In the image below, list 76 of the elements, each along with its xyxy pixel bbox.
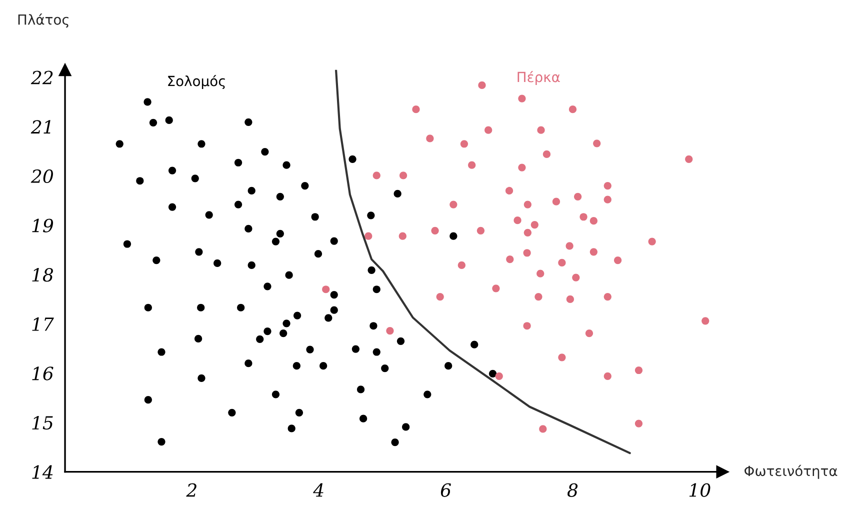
point — [572, 274, 580, 282]
point — [506, 255, 514, 264]
point — [468, 161, 476, 169]
x-tick-label: 10 — [689, 483, 710, 497]
x-tick-label: 4 — [313, 483, 324, 497]
point — [436, 292, 444, 301]
point — [484, 126, 492, 134]
point — [412, 106, 420, 114]
point — [495, 372, 503, 380]
point — [524, 228, 532, 236]
y-tick-label: 22 — [30, 70, 53, 84]
point — [458, 261, 466, 270]
point — [523, 322, 531, 330]
line-series — [334, 70, 631, 454]
x-tick-label: 8 — [568, 483, 578, 497]
point — [574, 192, 582, 200]
point — [530, 220, 538, 229]
y-tick-label: 19 — [32, 218, 54, 232]
point — [634, 420, 643, 428]
point — [604, 196, 612, 204]
point — [518, 94, 526, 102]
y-tick-label: 21 — [30, 120, 50, 134]
x-tick-label: 6 — [440, 483, 451, 497]
point — [634, 366, 643, 374]
y-axis-title: Πλάτος — [18, 14, 68, 28]
point — [460, 140, 468, 148]
point — [552, 198, 560, 206]
point — [523, 249, 531, 257]
y-tick-label: 15 — [32, 416, 53, 430]
point — [364, 232, 372, 240]
point — [518, 164, 526, 172]
point — [685, 155, 693, 163]
point — [604, 292, 612, 301]
point — [566, 242, 574, 250]
point — [536, 270, 544, 278]
point — [431, 226, 439, 234]
y-tick-label: 20 — [30, 169, 53, 184]
point — [590, 248, 598, 256]
point — [505, 186, 514, 195]
point — [542, 150, 551, 158]
point — [566, 295, 574, 304]
point — [372, 172, 380, 180]
point — [534, 292, 542, 301]
point — [399, 172, 408, 180]
x-axis-title: Φωτεινότητα — [744, 464, 838, 479]
point — [585, 329, 594, 338]
series-label: Πέρκα — [518, 70, 560, 85]
point — [590, 217, 598, 225]
point — [568, 106, 577, 114]
point — [514, 216, 522, 224]
point — [524, 200, 532, 208]
series-label: Σολομός — [168, 74, 225, 89]
point — [702, 317, 710, 325]
point — [593, 140, 601, 148]
y-tick-label: 14 — [32, 465, 53, 479]
point — [604, 372, 612, 380]
point — [398, 232, 406, 240]
point — [322, 286, 330, 294]
point — [478, 81, 486, 89]
point — [580, 213, 588, 221]
y-tick-label: 18 — [32, 268, 54, 282]
point — [558, 354, 566, 362]
x-tick-label: 2 — [186, 483, 196, 497]
point — [450, 200, 458, 208]
point — [426, 134, 434, 142]
y-tick-label: 17 — [32, 317, 54, 331]
point — [614, 256, 622, 264]
point — [648, 238, 656, 246]
point — [604, 182, 612, 190]
point — [539, 425, 547, 433]
point — [492, 284, 500, 292]
y-tick-label: 16 — [32, 366, 54, 380]
point — [386, 326, 394, 335]
point — [476, 226, 485, 234]
point — [558, 258, 566, 267]
point — [537, 126, 545, 134]
